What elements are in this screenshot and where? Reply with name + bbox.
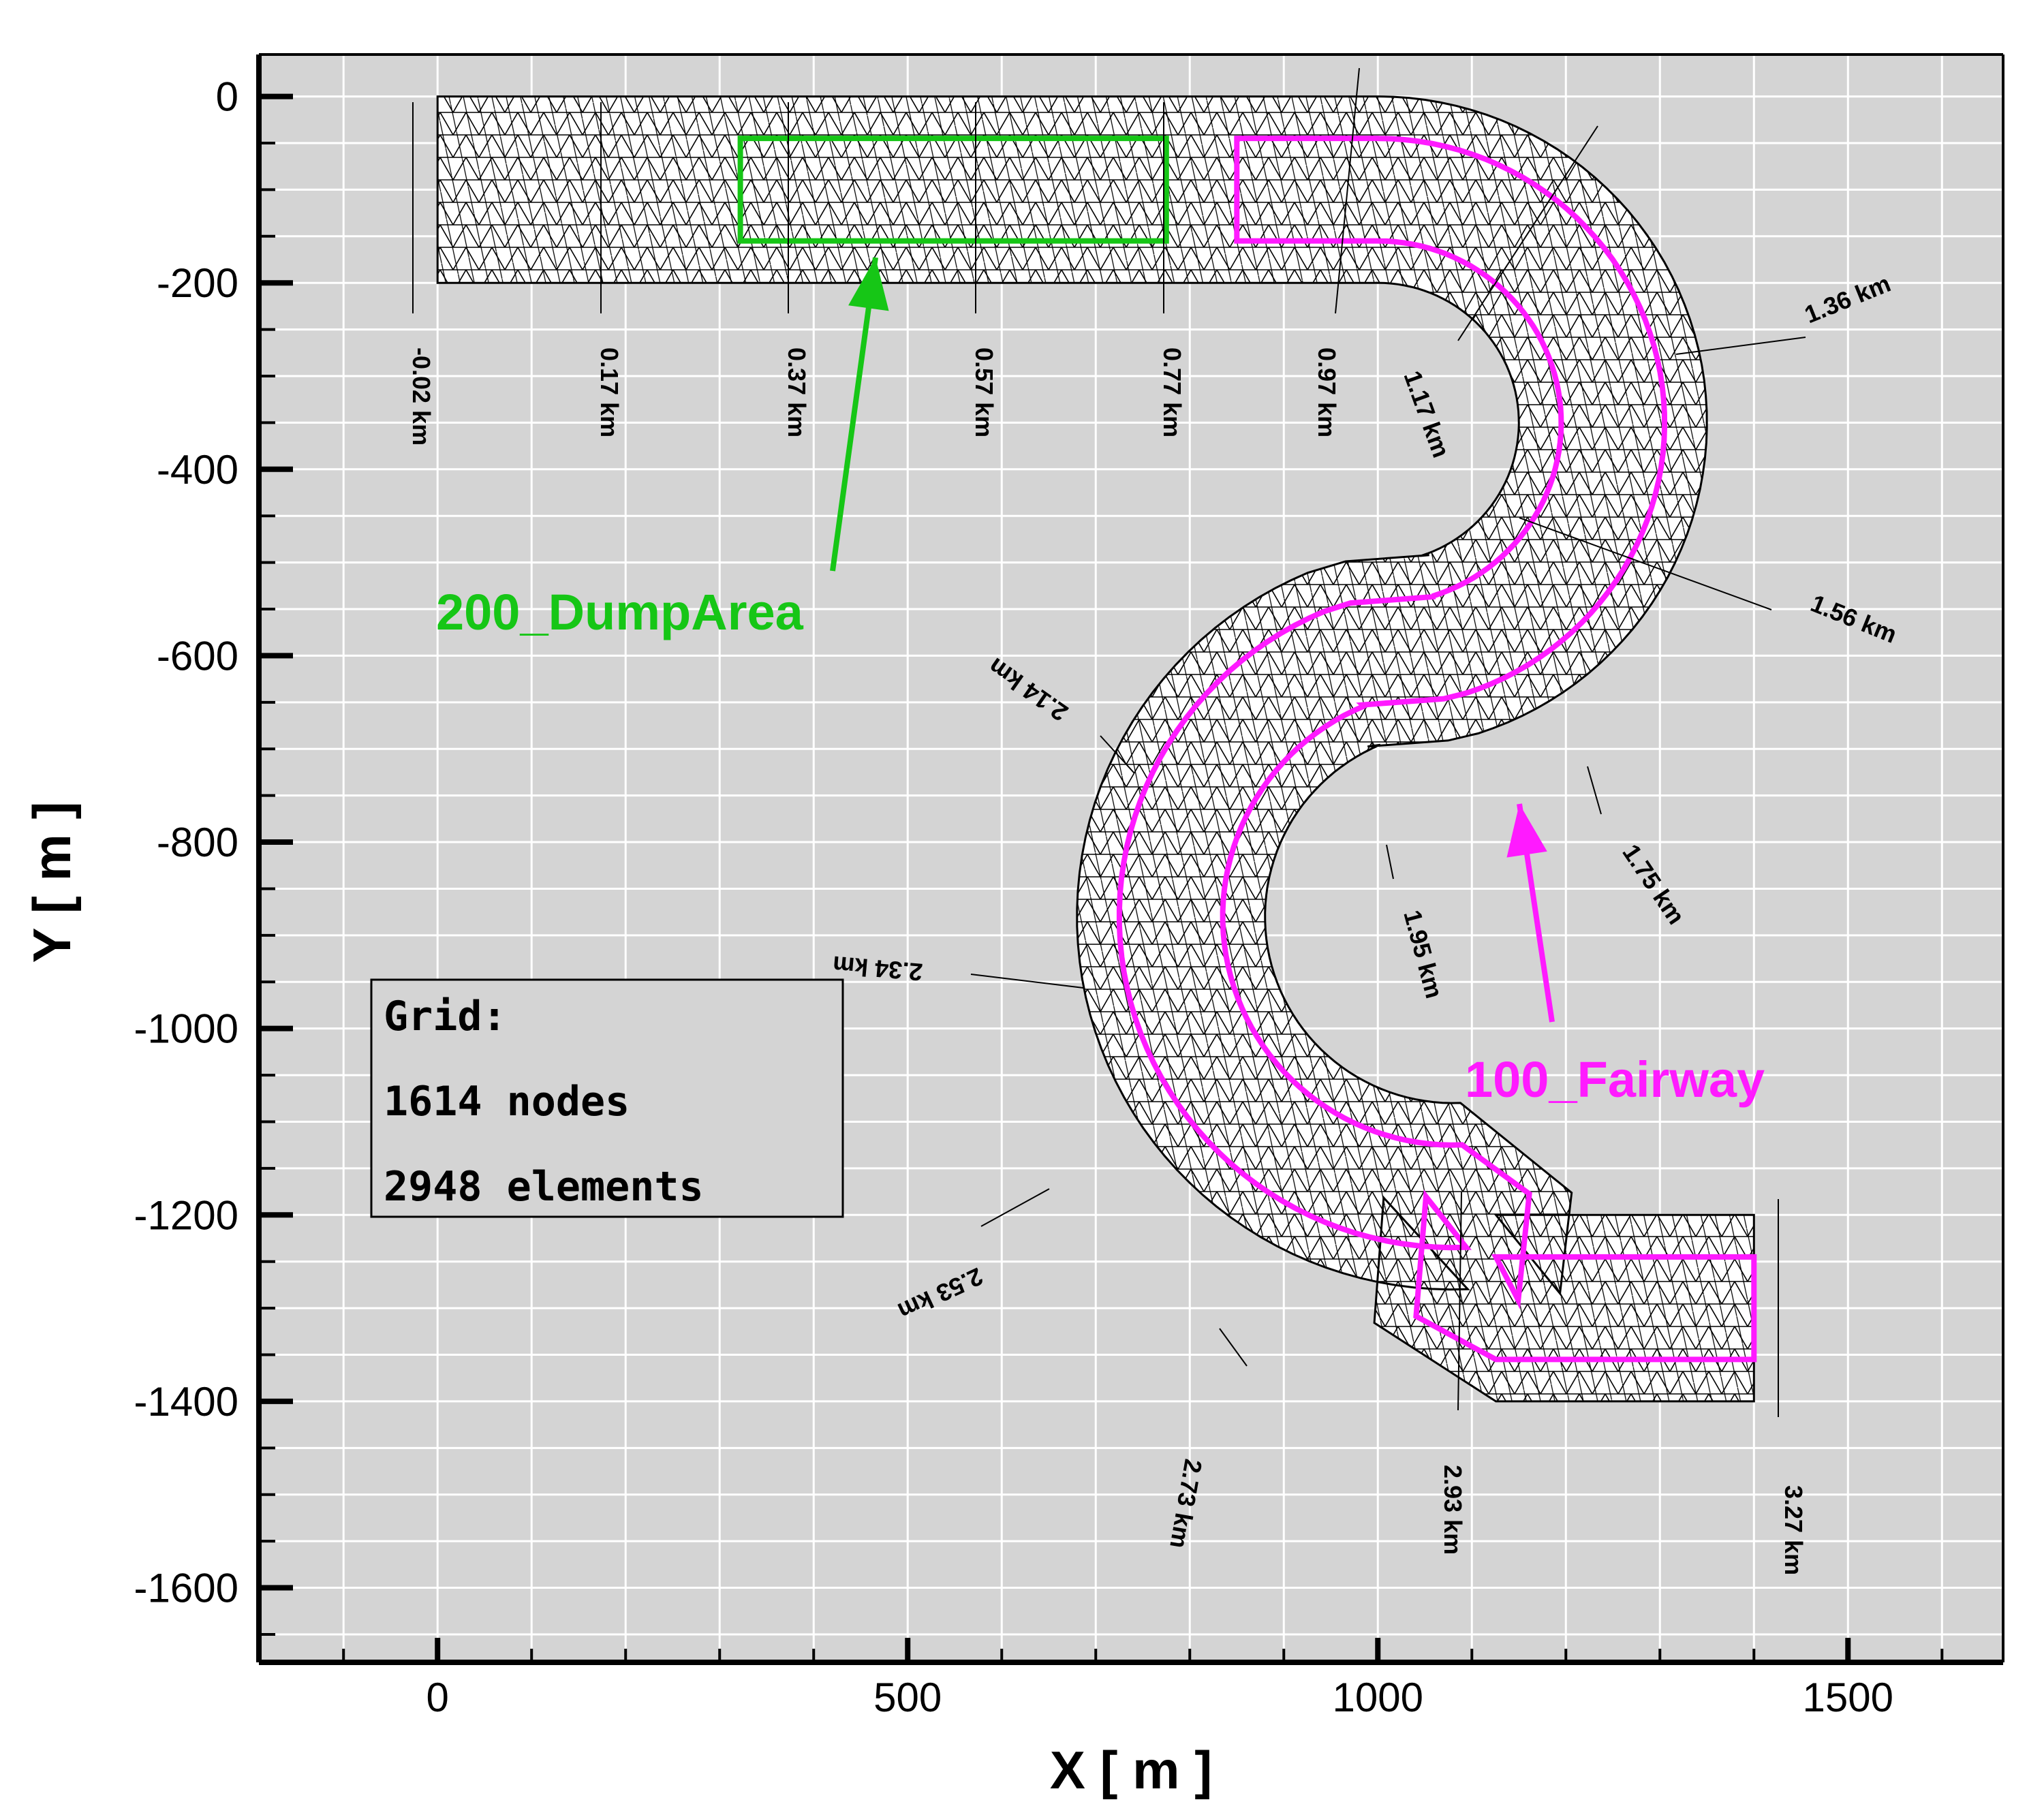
fairway-polygon [1116,136,1757,1363]
chainage-tick [1457,125,1598,341]
y-tick-label: -800 [157,820,238,865]
chainage-tick [1587,766,1602,815]
chainage-label: 2.93 km [1439,1465,1467,1555]
fairway-label: 100_Fairway [1465,1051,1765,1108]
x-tick-label: 1500 [1803,1675,1893,1720]
info-title: Grid: [384,993,507,1040]
y-tick-label: -600 [157,633,238,679]
chainage-tick [1675,337,1806,355]
y-tick-label: -1000 [134,1006,238,1052]
y-tick-label: -1600 [134,1566,238,1611]
info-nodes: 1614 nodes [384,1078,630,1125]
dump-area-label: 200_DumpArea [436,584,804,640]
chainage-label: 0.17 km [595,347,623,437]
grid-info-box: Grid: 1614 nodes 2948 elements [370,978,844,1218]
y-tick-label: -1400 [134,1379,238,1425]
y-tick-label: -400 [157,447,238,493]
y-tick-label: -200 [157,260,238,306]
fairway-arrow [1506,803,1555,1023]
info-elements: 2948 elements [384,1163,704,1211]
x-tick-label: 0 [427,1675,449,1720]
chainage-label: 0.57 km [970,347,998,437]
y-tick-label: 0 [216,74,238,120]
chainage-tick [1457,1192,1462,1411]
chainage-tick [970,974,1084,989]
chainage-label: 0.77 km [1158,347,1186,437]
y-tick-label: -1200 [134,1192,238,1238]
chainage-tick [1386,844,1394,880]
callout-arrows [830,257,1555,1023]
chainage-tick [1335,67,1360,314]
chainage-label: 0.97 km [1313,347,1341,437]
chainage-tick [1219,1328,1248,1367]
channel-boundary [436,95,1755,1403]
x-axis-title: X [ m ] [1050,1740,1212,1800]
x-tick-label: 1000 [1333,1675,1423,1720]
y-axis-title: Y [ m ] [22,802,82,963]
chainage-tick [1100,735,1135,774]
chainage-tick [1519,517,1772,610]
chainage-label: 3.27 km [1780,1485,1808,1575]
dump-area-arrow [830,257,889,572]
axes: 0 500 1000 1500 0 -200 -400 -600 -800 -1000 -1200 -… [134,53,2004,1720]
dump-area-polygon [737,136,1169,244]
x-tick-label: 500 [873,1675,942,1720]
chainage-label: -0.02 km [407,347,435,446]
chainage-tick [980,1188,1050,1227]
chainage-label: 0.37 km [783,347,811,437]
